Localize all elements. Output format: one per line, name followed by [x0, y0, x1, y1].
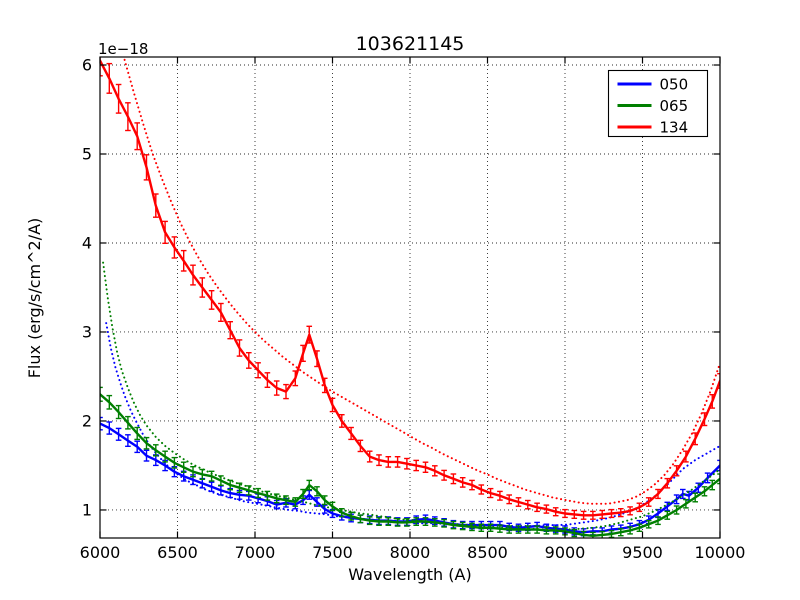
y-axis-offset-label: 1e−18: [98, 40, 148, 58]
series-134: [100, 57, 720, 520]
model-curve-134-model: [122, 57, 720, 505]
x-tick-label: 8000: [390, 543, 431, 562]
spectrum-curve-134: [100, 59, 720, 517]
plot-title: 103621145: [356, 33, 465, 55]
series-065: [100, 386, 720, 538]
legend-label: 050: [660, 76, 689, 94]
legend-label: 065: [660, 97, 689, 115]
x-tick-label: 8500: [467, 543, 508, 562]
x-tick-label: 7500: [312, 543, 353, 562]
x-axis-label: Wavelength (A): [348, 565, 471, 584]
series-134-model: [122, 57, 720, 505]
legend: 050 065 134: [607, 69, 709, 138]
series-065-model: [102, 261, 720, 531]
tick-labels: 6000 6500 7000 7500 8000 8500 9000 9500 10000 1 2 3…: [80, 56, 746, 562]
y-tick-label: 3: [82, 322, 92, 341]
spectrum-curve-065: [100, 393, 720, 537]
legend-label: 134: [660, 119, 689, 137]
axes-frame: [99, 56, 721, 539]
x-tick-label: 9500: [622, 543, 663, 562]
y-tick-label: 1: [82, 500, 92, 519]
data-series: [100, 57, 720, 538]
y-tick-label: 4: [82, 233, 92, 252]
x-tick-label: 6000: [80, 543, 121, 562]
y-axis-label: Flux (erg/s/cm^2/A): [25, 218, 44, 379]
x-tick-label: 9000: [545, 543, 586, 562]
x-tick-label: 7000: [235, 543, 276, 562]
model-curve-050-model: [105, 322, 720, 527]
x-tick-label: 10000: [695, 543, 746, 562]
series-050-model: [105, 322, 720, 527]
gridlines: [100, 57, 720, 538]
x-tick-label: 6500: [157, 543, 198, 562]
y-tick-label: 5: [82, 145, 92, 164]
model-curve-065-model: [102, 261, 720, 531]
y-tick-label: 2: [82, 411, 92, 430]
y-tick-label: 6: [82, 56, 92, 75]
